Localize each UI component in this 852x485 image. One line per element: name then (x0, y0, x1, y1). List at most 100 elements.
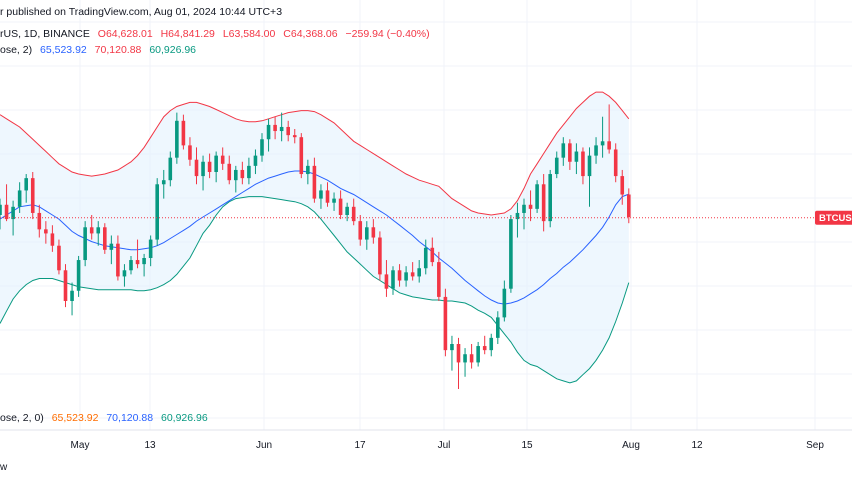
candle-81 (528, 190, 533, 222)
candle-88 (574, 143, 579, 175)
candle-93 (607, 104, 611, 154)
candle-71 (463, 348, 467, 377)
candle-28 (181, 114, 186, 150)
candle-body (581, 151, 585, 177)
candle-body (515, 212, 520, 220)
candle-37 (240, 161, 245, 185)
candle-7 (44, 221, 48, 244)
indicator-pane-legend: ose, 2, 0) 65,523.92 70,120.88 60,926.96 (0, 412, 208, 424)
bollinger-band-fill (0, 92, 629, 383)
candle-54 (351, 198, 356, 226)
candle-51 (332, 192, 336, 211)
candle-body (312, 165, 317, 199)
candle-body (306, 165, 310, 175)
candle-30 (194, 147, 199, 185)
candle-39 (253, 149, 258, 175)
candle-body (502, 288, 507, 318)
candle-body (4, 204, 9, 220)
candle-77 (502, 280, 507, 322)
candle-body (292, 135, 297, 138)
candle-body (345, 206, 349, 215)
change-value: −259.94 (−0.40%) (345, 28, 430, 40)
indicator-pane-label: ose, 2, 0) (0, 412, 44, 424)
candle-32 (207, 153, 212, 179)
candle-body (476, 346, 480, 363)
candle-49 (319, 184, 323, 209)
published-caption: r published on TradingView.com, Aug 01, … (0, 6, 283, 18)
candle-59 (384, 260, 389, 297)
candle-body (70, 290, 74, 301)
candle-body (489, 337, 494, 351)
candle-43 (279, 112, 284, 142)
candle-body (620, 176, 625, 195)
candle-body (286, 126, 290, 136)
x-tick-label: Jul (438, 440, 451, 451)
candle-body (410, 272, 415, 277)
bollinger-upper-line (0, 91, 630, 216)
price-tag-label: BTCUSD (819, 213, 852, 224)
candle-8 (50, 225, 55, 252)
candle-body (142, 258, 146, 265)
candle-body (417, 268, 421, 277)
candle-79 (515, 202, 520, 238)
candle-body (135, 260, 140, 265)
candle-78 (509, 215, 513, 293)
candle-61 (397, 264, 402, 287)
candle-body (299, 137, 304, 175)
candle-9 (57, 239, 61, 275)
bollinger-upper-value: 70,120.88 (94, 44, 142, 56)
candle-body (574, 151, 579, 162)
candle-body (358, 221, 363, 240)
candle-body (423, 247, 428, 269)
candle-55 (358, 215, 363, 246)
candle-body (227, 163, 232, 181)
candle-body (76, 260, 81, 291)
candle-body (535, 184, 539, 209)
candle-body (253, 155, 258, 166)
candle-46 (299, 133, 304, 179)
candle-body (155, 184, 159, 240)
candle-66 (430, 237, 435, 267)
candle-23 (148, 235, 153, 267)
candle-body (188, 145, 192, 160)
candle-body (63, 270, 68, 301)
candle-29 (188, 137, 192, 166)
candle-1 (4, 184, 9, 222)
candle-12 (76, 255, 81, 297)
candle-body (541, 184, 546, 222)
indicator-pane-upper-value: 70,120.88 (106, 412, 154, 424)
x-tick-label: Aug (622, 440, 640, 451)
candle-70 (456, 337, 461, 390)
candle-body (96, 227, 101, 234)
candle-body (50, 233, 55, 246)
candle-45 (292, 129, 297, 144)
candle-body (266, 124, 271, 140)
candle-body (443, 296, 448, 351)
candle-body (627, 194, 631, 218)
close-value: C64,368.06 (283, 28, 338, 40)
candle-body (351, 206, 356, 222)
candle-14 (89, 215, 94, 240)
candle-body (11, 206, 15, 220)
candle-body (371, 227, 376, 238)
candle-56 (365, 221, 369, 250)
candle-82 (535, 180, 539, 213)
candle-89 (581, 147, 585, 185)
open-value: O64,628.01 (97, 28, 153, 40)
candle-body (207, 161, 212, 172)
indicator-pane-lower-value: 60,926.96 (160, 412, 208, 424)
candle-body (175, 120, 179, 158)
candle-body (607, 141, 611, 150)
candle-18 (116, 235, 120, 281)
candle-body (260, 139, 264, 156)
candle-47 (306, 159, 310, 185)
candle-85 (554, 151, 559, 179)
candle-16 (103, 223, 107, 254)
indicator-pane-basis-value: 65,523.92 (51, 412, 99, 424)
candle-69 (450, 335, 454, 371)
candle-body (234, 169, 238, 181)
candle-body (273, 124, 277, 132)
candle-22 (142, 253, 146, 277)
candle-26 (168, 151, 173, 187)
